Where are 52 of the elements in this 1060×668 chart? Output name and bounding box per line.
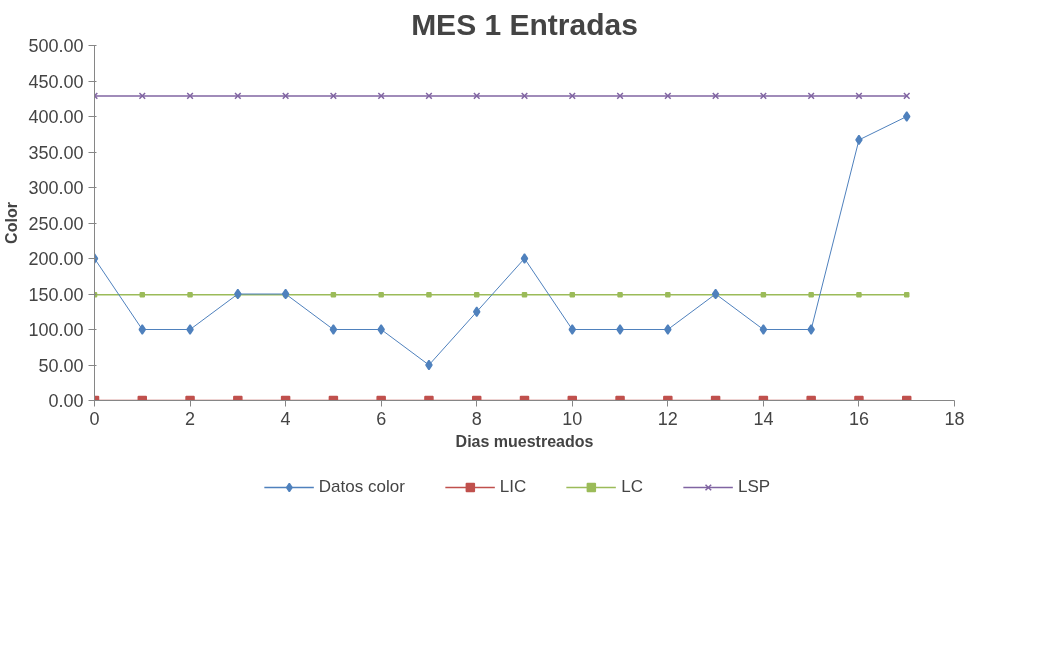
y-tick-label: 200.00 bbox=[28, 249, 84, 269]
point bbox=[520, 92, 529, 100]
point bbox=[902, 111, 911, 122]
point bbox=[377, 324, 385, 335]
point bbox=[138, 324, 147, 335]
y-tick-label: 50.00 bbox=[38, 355, 84, 376]
y-tick-label: 250.00 bbox=[28, 213, 84, 234]
point bbox=[856, 291, 862, 298]
point bbox=[807, 324, 815, 335]
x-tick-label: 10 bbox=[562, 408, 583, 429]
point bbox=[665, 291, 671, 298]
chart-title: MES 1 Entradas bbox=[411, 7, 638, 41]
y-tick-label: 150.00 bbox=[28, 284, 84, 305]
y-axis-title: Color bbox=[3, 202, 21, 244]
x-tick-label: 0 bbox=[89, 408, 100, 429]
y-tick-label: 500.00 bbox=[28, 36, 84, 56]
point bbox=[187, 291, 193, 298]
point bbox=[759, 324, 768, 335]
point bbox=[378, 291, 384, 298]
point bbox=[616, 92, 624, 100]
point bbox=[425, 92, 433, 100]
x-tick-label: 16 bbox=[848, 408, 869, 429]
x-axis-title: Dias muestreados bbox=[455, 432, 594, 450]
x-tick-label: 6 bbox=[376, 408, 387, 429]
point bbox=[329, 324, 338, 335]
y-tick-label: 0.00 bbox=[48, 391, 84, 411]
y-tick-label: 300.00 bbox=[28, 178, 84, 198]
point bbox=[472, 306, 481, 317]
point bbox=[520, 253, 529, 264]
point bbox=[617, 291, 623, 298]
x-tick-label: 8 bbox=[471, 408, 482, 429]
point bbox=[426, 291, 432, 298]
point bbox=[568, 324, 577, 335]
y-tick-label: 400.00 bbox=[28, 107, 84, 127]
y-tick-label: 350.00 bbox=[28, 142, 84, 163]
y-tick-label: 100.00 bbox=[28, 320, 84, 340]
legend-label: Datos color bbox=[318, 477, 405, 497]
x-tick-label: 2 bbox=[185, 408, 196, 429]
x-tick-label: 12 bbox=[657, 408, 678, 429]
x-tick-label: 14 bbox=[753, 408, 774, 429]
legend-label: LC bbox=[621, 477, 644, 497]
x-tick-label: 18 bbox=[944, 408, 965, 429]
point bbox=[855, 92, 863, 100]
point bbox=[616, 324, 624, 335]
y-tick-label: 450.00 bbox=[28, 71, 84, 92]
legend-label: LSP bbox=[738, 477, 771, 497]
point bbox=[808, 291, 814, 298]
legend-label: LIC bbox=[499, 477, 527, 497]
point bbox=[186, 92, 194, 100]
point bbox=[186, 324, 194, 335]
x-tick-label: 4 bbox=[280, 408, 291, 429]
point bbox=[664, 324, 672, 335]
